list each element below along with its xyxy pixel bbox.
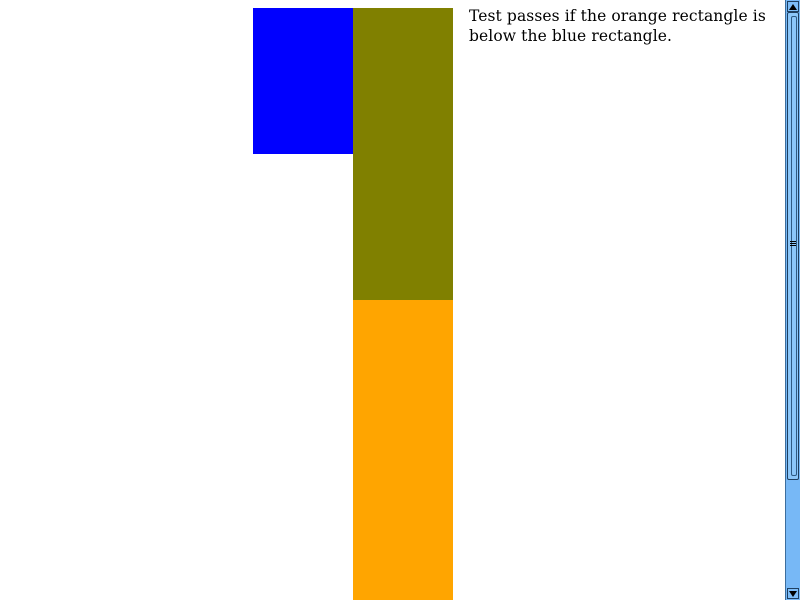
vertical-scrollbar[interactable] (785, 0, 800, 600)
test-instruction-text: Test passes if the orange rectangle is b… (469, 7, 766, 45)
olive-rectangle (353, 8, 453, 300)
arrow-up-icon (789, 3, 797, 10)
arrow-down-icon (789, 590, 797, 597)
scroll-down-button[interactable] (787, 588, 799, 599)
scroll-thumb[interactable] (787, 12, 799, 480)
orange-rectangle (353, 300, 453, 600)
scroll-up-button[interactable] (787, 1, 799, 12)
blue-rectangle (253, 8, 353, 154)
grip-icon (790, 241, 796, 247)
